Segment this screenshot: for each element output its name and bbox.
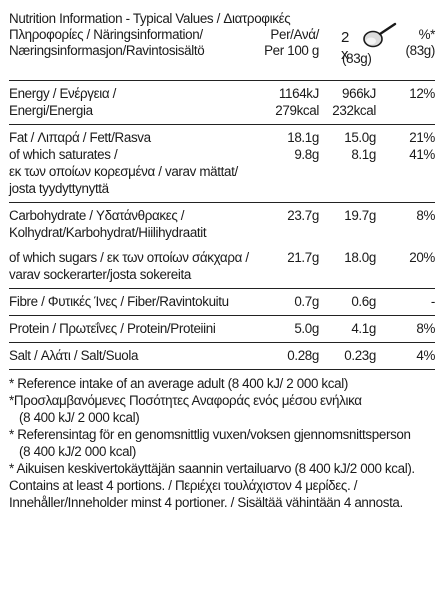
footnote-line: (8 400 kJ/2 000 kcal) bbox=[19, 444, 136, 459]
header-title-line: Næringsinformasjon/Ravintosisältö bbox=[9, 43, 205, 58]
table-row: Protein / Πρωτεΐνες / Protein/Proteiini … bbox=[9, 320, 435, 337]
per-100g-value: 9.8g bbox=[294, 147, 319, 162]
ri-value: 12% bbox=[409, 86, 435, 101]
table-row: Carbohydrate / Υδατάνθρακες / 23.7g 19.7… bbox=[9, 207, 435, 224]
footnotes: * Reference intake of an average adult (… bbox=[9, 375, 435, 511]
table-row: of which saturates / 9.8g 8.1g 41% bbox=[9, 146, 435, 163]
serving-value: 4.1g bbox=[351, 321, 376, 336]
per-100g-value: 0.28g bbox=[287, 348, 319, 363]
table-row: of which sugars / εκ των οποίων σάκχαρα … bbox=[9, 249, 435, 266]
ri-value: 4% bbox=[416, 348, 435, 363]
nutrient-label: Energi/Energia bbox=[9, 103, 93, 118]
serving-value: 8.1g bbox=[351, 147, 376, 162]
table-header: Nutrition Information - Typical Values /… bbox=[9, 10, 435, 70]
table-row: Energi/Energia 279kcal 232kcal bbox=[9, 102, 435, 119]
table-row: εκ των οποίων κορεσμένα / varav mättat/ bbox=[9, 163, 435, 180]
ri-value: 21% bbox=[409, 130, 435, 145]
per-100g-value: 21.7g bbox=[287, 250, 319, 265]
table-row: Energy / Ενέργεια / 1164kJ 966kJ 12% bbox=[9, 85, 435, 102]
ri-value: 8% bbox=[416, 208, 435, 223]
serving-value: 966kJ bbox=[342, 86, 376, 101]
footnote-line: Contains at least 4 portions. / Περιέχει… bbox=[9, 478, 358, 493]
ri-value: 41% bbox=[409, 147, 435, 162]
table-row: josta tyydyttynyttä bbox=[9, 180, 435, 197]
table-row: Kolhydrat/Karbohydrat/Hiilihydraatit bbox=[9, 224, 435, 241]
serving-value: 0.23g bbox=[344, 348, 376, 363]
spoon-icon bbox=[363, 22, 397, 48]
serving-value: 0.6g bbox=[351, 294, 376, 309]
table-row: varav sockerarter/josta sokereita bbox=[9, 266, 435, 283]
nutrient-label: Energy / Ενέργεια / bbox=[9, 86, 116, 101]
footnote-line: (8 400 kJ/ 2 000 kcal) bbox=[19, 410, 140, 425]
header-title-line: Πληροφορίες / Näringsinformation/ bbox=[9, 27, 203, 42]
per-100g-value: 18.1g bbox=[287, 130, 319, 145]
per-100g-line: Per/Ανά/ bbox=[270, 27, 319, 42]
serving-value: 232kcal bbox=[332, 103, 376, 118]
footnote-line: * Aikuisen keskivertokäyttäjän saannin v… bbox=[9, 461, 415, 476]
per-100g-value: 5.0g bbox=[294, 321, 319, 336]
nutrient-label: josta tyydyttynyttä bbox=[9, 181, 109, 196]
nutrient-label: εκ των οποίων κορεσμένα / varav mättat/ bbox=[9, 164, 238, 179]
salt-section: Salt / Αλάτι / Salt/Suola 0.28g 0.23g 4% bbox=[9, 343, 435, 369]
nutrient-label: Salt / Αλάτι / Salt/Suola bbox=[9, 348, 139, 363]
nutrient-label: Protein / Πρωτεΐνες / Protein/Proteiini bbox=[9, 321, 216, 336]
nutrient-label: of which sugars / εκ των οποίων σάκχαρα … bbox=[9, 250, 249, 265]
per-100g-value: 279kcal bbox=[275, 103, 319, 118]
nutrient-label: Carbohydrate / Υδατάνθρακες / bbox=[9, 208, 185, 223]
per-100g-value: 0.7g bbox=[294, 294, 319, 309]
serving-weight: (83g) bbox=[342, 51, 372, 66]
divider bbox=[9, 315, 435, 316]
ri-value: 20% bbox=[409, 250, 435, 265]
divider bbox=[9, 80, 435, 81]
divider bbox=[9, 342, 435, 343]
serving-value: 19.7g bbox=[344, 208, 376, 223]
nutrient-label: of which saturates / bbox=[9, 147, 118, 162]
nutrient-label: Fibre / Φυτικές Ίνες / Fiber/Ravintokuit… bbox=[9, 294, 229, 309]
per-100g-value: 1164kJ bbox=[278, 86, 319, 101]
protein-section: Protein / Πρωτεΐνες / Protein/Proteiini … bbox=[9, 316, 435, 342]
table-row: Salt / Αλάτι / Salt/Suola 0.28g 0.23g 4% bbox=[9, 347, 435, 364]
serving-count: 2 x bbox=[341, 29, 349, 63]
divider bbox=[9, 369, 435, 370]
per-100g-header: Per/Ανά/ Per 100 g bbox=[264, 26, 319, 58]
footnote-line: *Προσλαμβανόμενες Ποσότητες Αναφοράς ενό… bbox=[9, 393, 362, 408]
ri-value: 8% bbox=[416, 321, 435, 336]
footnote-line: * Reference intake of an average adult (… bbox=[9, 376, 348, 391]
ri-value: - bbox=[430, 294, 435, 309]
ri-header-line: (83g) bbox=[405, 43, 435, 58]
ri-header-line: %* bbox=[418, 27, 436, 42]
header-title-line: Nutrition Information - Typical Values /… bbox=[9, 11, 291, 26]
nutrient-label: varav sockerarter/josta sokereita bbox=[9, 267, 191, 282]
serving-value: 18.0g bbox=[344, 250, 376, 265]
divider bbox=[9, 124, 435, 125]
fat-section: Fat / Λιπαρά / Fett/Rasva 18.1g 15.0g 21… bbox=[9, 125, 435, 202]
divider bbox=[9, 288, 435, 289]
serving-value: 15.0g bbox=[344, 130, 376, 145]
nutrient-label: Fat / Λιπαρά / Fett/Rasva bbox=[9, 130, 151, 145]
ri-header: %* (83g) bbox=[405, 26, 435, 58]
table-row: Fat / Λιπαρά / Fett/Rasva 18.1g 15.0g 21… bbox=[9, 129, 435, 146]
divider bbox=[9, 202, 435, 203]
per-100g-line: Per 100 g bbox=[264, 43, 319, 58]
nutrition-panel: Nutrition Information - Typical Values /… bbox=[9, 10, 435, 511]
table-row: Fibre / Φυτικές Ίνες / Fiber/Ravintokuit… bbox=[9, 293, 435, 310]
carbohydrate-section: Carbohydrate / Υδατάνθρακες / 23.7g 19.7… bbox=[9, 203, 435, 288]
per-100g-value: 23.7g bbox=[287, 208, 319, 223]
header-title: Nutrition Information - Typical Values /… bbox=[9, 10, 291, 58]
fibre-section: Fibre / Φυτικές Ίνες / Fiber/Ravintokuit… bbox=[9, 289, 435, 315]
footnote-line: Innehåller/Inneholder minst 4 portioner.… bbox=[9, 495, 403, 510]
energy-section: Energy / Ενέργεια / 1164kJ 966kJ 12% Ene… bbox=[9, 81, 435, 124]
nutrient-label: Kolhydrat/Karbohydrat/Hiilihydraatit bbox=[9, 225, 207, 240]
footnote-line: * Referensintag för en genomsnittlig vux… bbox=[9, 427, 411, 442]
